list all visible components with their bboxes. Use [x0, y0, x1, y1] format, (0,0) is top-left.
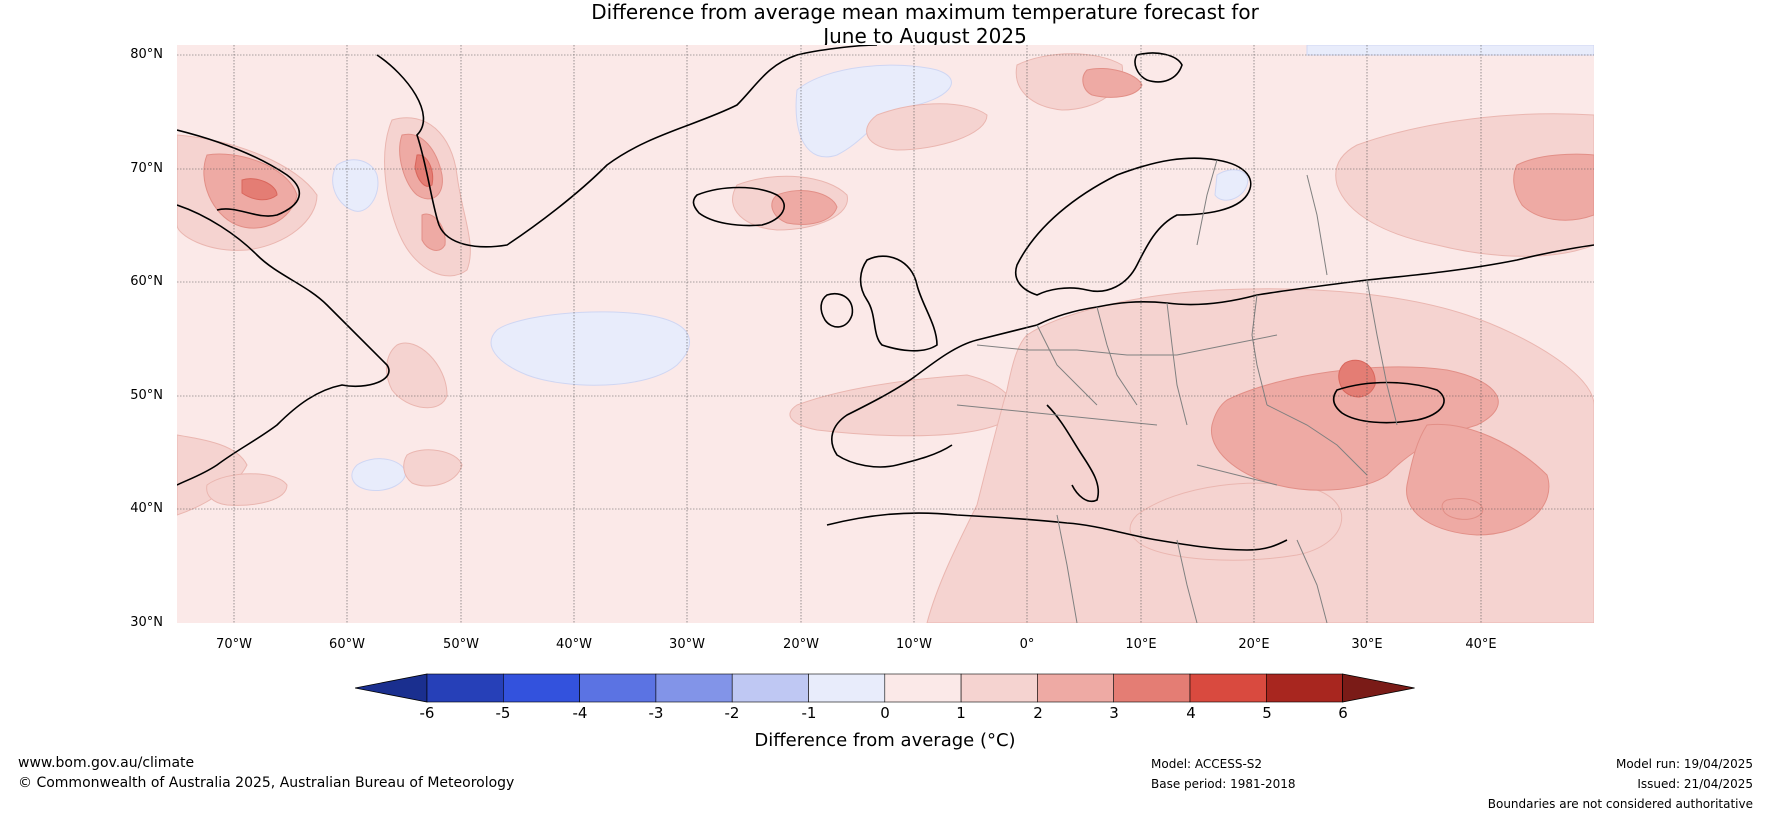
- map-canvas: [177, 45, 1594, 623]
- title-line-2: June to August 2025: [823, 24, 1027, 48]
- footer-disclaimer: Boundaries are not considered authoritat…: [1487, 797, 1753, 811]
- colorbar-tick: 1: [956, 704, 966, 722]
- colorbar-tick: -1: [801, 704, 817, 722]
- lat-label-60n: 60°N: [130, 274, 163, 289]
- colorbar-cell: [884, 673, 962, 703]
- footer-base-period: Base period: 1981-2018: [1151, 777, 1296, 791]
- lat-label-80n: 80°N: [130, 47, 163, 62]
- lon-label-10w: 10°W: [896, 637, 932, 652]
- footer-model: Model: ACCESS-S2: [1151, 757, 1263, 771]
- lon-label-40w: 40°W: [556, 637, 592, 652]
- lat-label-40n: 40°N: [130, 501, 163, 516]
- cool-anomaly-patches: [332, 45, 1594, 492]
- colorbar-cell: [655, 673, 733, 703]
- footer-copyright: © Commonwealth of Australia 2025, Austra…: [18, 775, 515, 791]
- lon-label-20e: 20°E: [1238, 637, 1270, 652]
- footer-issued: Issued: 21/04/2025: [1637, 777, 1753, 791]
- colorbar-cell: [1265, 673, 1343, 703]
- map-title: Difference from average mean maximum tem…: [225, 0, 1625, 48]
- country-borders: [956, 159, 1398, 623]
- colorbar-cell: [808, 673, 886, 703]
- colorbar-tick: -2: [724, 704, 740, 722]
- colorbar-cell: [731, 673, 809, 703]
- colorbar-cell: [960, 673, 1038, 703]
- colorbar-tick: 2: [1033, 704, 1043, 722]
- lon-label-10e: 10°E: [1125, 637, 1157, 652]
- lon-label-30e: 30°E: [1351, 637, 1383, 652]
- lon-label-40e: 40°E: [1465, 637, 1497, 652]
- lon-label-30w: 30°W: [669, 637, 705, 652]
- colorbar-tick: 3: [1109, 704, 1119, 722]
- colorbar-cell: [426, 673, 504, 703]
- colorbar-tick: -5: [495, 704, 511, 722]
- footer-model-run: Model run: 19/04/2025: [1615, 757, 1753, 771]
- coastlines: [177, 45, 1594, 551]
- colorbar-tick: 4: [1186, 704, 1196, 722]
- lat-label-50n: 50°N: [130, 388, 163, 403]
- colorbar-extend-low: [355, 673, 428, 703]
- colorbar-tick: 6: [1338, 704, 1348, 722]
- colorbar: [355, 673, 1415, 703]
- lon-label-50w: 50°W: [443, 637, 479, 652]
- lon-label-70w: 70°W: [216, 637, 252, 652]
- lon-label-20w: 20°W: [783, 637, 819, 652]
- title-line-1: Difference from average mean maximum tem…: [591, 0, 1259, 24]
- lon-label-0: 0°: [1019, 637, 1035, 652]
- forecast-map: [177, 45, 1594, 623]
- lat-label-30n: 30°N: [130, 615, 163, 630]
- colorbar-cell: [503, 673, 580, 703]
- footer-website: www.bom.gov.au/climate: [18, 755, 195, 771]
- colorbar-cell: [1113, 673, 1191, 703]
- colorbar-cell: [1189, 673, 1267, 703]
- colorbar-tick: -3: [648, 704, 664, 722]
- colorbar-tick: -4: [572, 704, 588, 722]
- colorbar-cell: [579, 673, 657, 703]
- colorbar-extend-high: [1342, 673, 1415, 703]
- lon-label-60w: 60°W: [329, 637, 365, 652]
- colorbar-tick: 5: [1262, 704, 1272, 722]
- lat-label-70n: 70°N: [130, 161, 163, 176]
- warm-anomaly-patches-3-4: [241, 154, 1376, 398]
- graticule: [177, 45, 1594, 623]
- colorbar-label: Difference from average (°C): [754, 730, 1016, 751]
- colorbar-tick: -6: [419, 704, 435, 722]
- colorbar-tick: 0: [880, 704, 890, 722]
- colorbar-cell: [1037, 673, 1115, 703]
